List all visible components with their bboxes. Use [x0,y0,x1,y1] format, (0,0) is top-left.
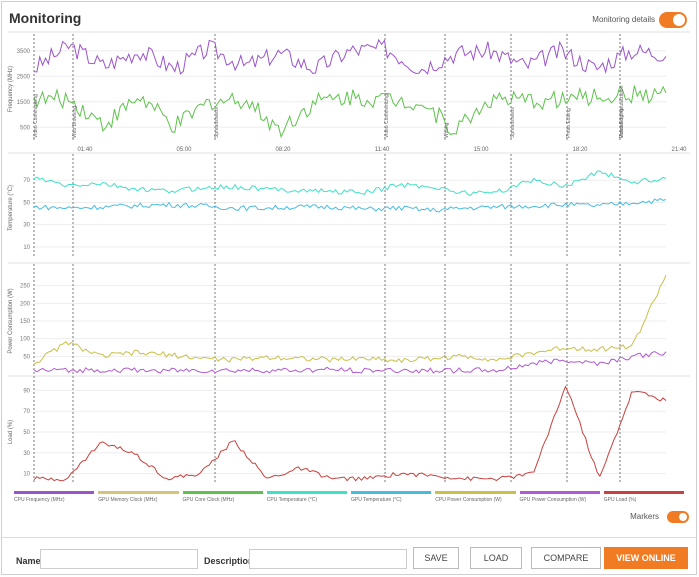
y-tick-label: 50 [23,200,30,206]
legend-label: GPU Temperature (°C) [351,497,402,503]
y-tick-label: 30 [23,223,30,229]
legend-swatch [351,491,432,494]
series-line [33,170,667,196]
y-tick-label: 100 [20,337,31,343]
marker-label: Web Browsing [72,106,78,138]
legend-label: GPU Power Consumption (W) [519,497,587,503]
legend-swatch [435,491,516,494]
y-axis-label: Frequency (MHz) [8,66,14,112]
compare-button[interactable]: COMPARE [531,547,601,569]
legend-item: GPU Core Clock (MHz) [182,491,263,503]
legend-item: GPU Temperature (°C) [351,491,432,503]
monitoring-charts: 500 1500 2500 3500 Frequency (MHz) 10 30 50 70 Te… [8,31,690,484]
marker-label: Video Editing [619,108,625,138]
series-line [33,84,667,139]
description-label: Description [204,556,254,566]
page-title: Monitoring [9,10,82,26]
time-tick-label: 21:40 [671,147,687,153]
time-tick-label: 05:00 [176,147,192,153]
y-tick-label: 30 [23,451,30,457]
chart-legend: CPU Frequency (MHz) GPU Memory Clock (MHz… [14,491,688,503]
load-button[interactable]: LOAD [470,547,522,569]
legend-label: GPU Load (%) [603,497,637,503]
y-tick-label: 500 [20,125,31,131]
time-tick-label: 18:20 [572,147,588,153]
time-tick-label: 11:40 [375,147,390,153]
legend-label: CPU Power Consumption (W) [435,497,502,503]
markers-toggle[interactable] [667,511,689,523]
marker-label: Spreadsheets [510,107,516,138]
legend-swatch [14,491,95,494]
y-tick-label: 2500 [17,74,31,80]
legend-label: GPU Core Clock (MHz) [182,497,235,503]
legend-item: GPU Memory Clock (MHz) [98,491,179,503]
y-tick-label: 70 [23,178,30,184]
series-line [33,385,667,482]
description-input[interactable] [249,549,407,569]
footer-divider [2,537,696,538]
y-tick-label: 1500 [17,100,31,106]
y-axis-label: Temperature (°C) [8,185,14,231]
toggle-knob [673,14,685,26]
marker-label: Photo Editing [566,108,572,138]
time-tick-label: 08:20 [275,147,291,153]
toggle-knob [679,513,687,521]
legend-swatch [519,491,600,494]
series-line [33,350,667,374]
legend-label: CPU Frequency (MHz) [14,497,65,503]
marker-label: Writing [444,122,450,138]
legend-item: CPU Power Consumption (W) [435,491,516,503]
view-online-button[interactable]: VIEW ONLINE [604,547,688,569]
marker-label: Video Conferencing [384,94,390,138]
legend-item: GPU Load (%) [603,491,684,503]
legend-label: CPU Temperature (°C) [266,497,318,503]
marker-label: Video Conferencing [33,94,39,138]
y-tick-label: 70 [23,409,30,415]
marker-label: Rendering Visualization [619,85,625,138]
legend-swatch [98,491,179,494]
marker-label: Spreadsheets [214,107,220,138]
y-tick-label: 10 [23,245,30,251]
legend-item: GPU Power Consumption (W) [519,491,600,503]
legend-item: CPU Temperature (°C) [266,491,347,503]
legend-item: CPU Frequency (MHz) [14,491,95,503]
name-label: Name [16,556,41,566]
series-line [33,38,667,75]
legend-swatch [182,491,263,494]
legend-swatch [603,491,684,494]
y-tick-label: 250 [20,284,31,290]
legend-swatch [266,491,347,494]
y-tick-label: 90 [23,388,30,394]
time-tick-label: 01:40 [77,147,93,153]
y-axis-label: Power Consumption (W) [8,288,14,353]
y-tick-label: 50 [23,430,30,436]
y-axis-label: Load (%) [8,420,14,444]
series-line [33,275,667,365]
y-tick-label: 200 [20,301,31,307]
monitoring-details-label: Monitoring details [592,15,655,24]
save-button[interactable]: SAVE [413,547,459,569]
y-tick-label: 50 [23,354,30,360]
markers-label: Markers [630,512,659,521]
name-input[interactable] [40,549,198,569]
series-line [33,198,667,213]
legend-label: GPU Memory Clock (MHz) [98,497,158,503]
time-tick-label: 15:00 [473,147,489,153]
y-tick-label: 10 [23,472,30,478]
y-tick-label: 150 [20,319,31,325]
monitoring-details-toggle[interactable] [659,12,687,28]
y-tick-label: 3500 [17,49,31,55]
